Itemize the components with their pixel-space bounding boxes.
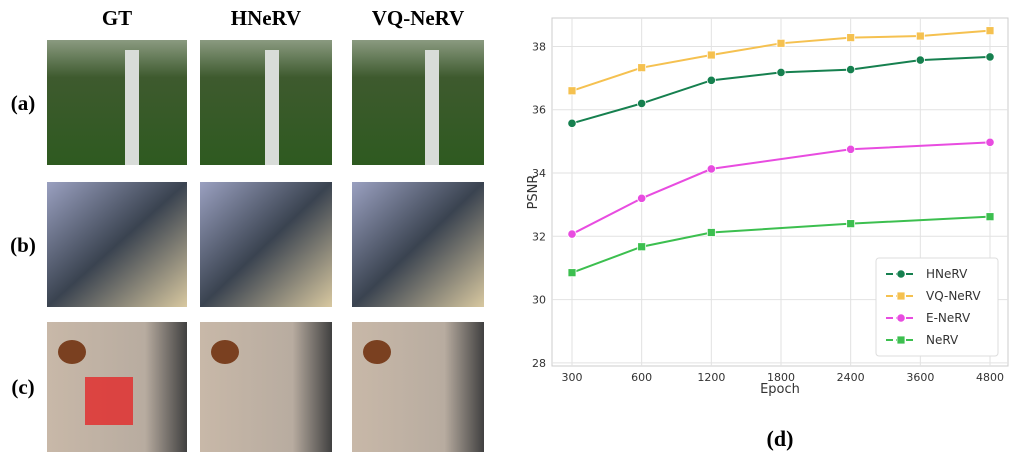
x-tick-label: 600 <box>631 371 652 384</box>
y-tick-label: 36 <box>532 104 546 117</box>
column-label: GT <box>102 6 132 30</box>
legend-label: VQ-NeRV <box>926 289 981 303</box>
legend-label: HNeRV <box>926 267 968 281</box>
marker <box>986 138 994 146</box>
x-tick-label: 300 <box>562 371 583 384</box>
legend-marker <box>897 336 905 344</box>
x-tick-label: 2400 <box>837 371 865 384</box>
x-tick-label: 1800 <box>767 371 795 384</box>
y-tick-label: 34 <box>532 167 546 180</box>
x-tick-label: 1200 <box>697 371 725 384</box>
marker <box>707 51 715 59</box>
marker <box>568 119 576 127</box>
marker <box>986 27 994 35</box>
marker <box>846 145 854 153</box>
marker <box>638 243 646 251</box>
legend-marker <box>897 314 905 322</box>
row-label: (c) <box>11 375 34 399</box>
marker <box>707 165 715 173</box>
legend-marker <box>897 270 905 278</box>
legend-marker <box>897 292 905 300</box>
marker <box>847 34 855 42</box>
y-tick-label: 32 <box>532 230 546 243</box>
panel-caption: (d) <box>767 426 794 451</box>
marker <box>568 87 576 95</box>
marker <box>846 65 854 73</box>
marker <box>986 53 994 61</box>
marker <box>707 228 715 236</box>
marker <box>777 68 785 76</box>
marker <box>568 230 576 238</box>
column-label: VQ-NeRV <box>372 6 465 30</box>
marker <box>707 76 715 84</box>
row-label: (b) <box>10 233 36 257</box>
marker <box>986 213 994 221</box>
figure: Epoch PSNR (d) GTHNeRVVQ-NeRV(a)(b)(c)28… <box>0 0 1016 457</box>
marker <box>637 194 645 202</box>
legend-label: E-NeRV <box>926 311 971 325</box>
x-tick-label: 3600 <box>906 371 934 384</box>
marker <box>568 269 576 277</box>
x-tick-label: 4800 <box>976 371 1004 384</box>
marker <box>916 56 924 64</box>
column-label: HNeRV <box>231 6 301 30</box>
marker <box>847 220 855 228</box>
marker <box>916 32 924 40</box>
marker <box>637 99 645 107</box>
marker <box>777 39 785 47</box>
y-tick-label: 38 <box>532 40 546 53</box>
x-axis-label: Epoch <box>760 382 800 397</box>
marker <box>638 64 646 72</box>
y-tick-label: 30 <box>532 294 546 307</box>
row-label: (a) <box>11 91 36 115</box>
image-grid <box>47 40 484 452</box>
y-tick-label: 28 <box>532 357 546 370</box>
legend-label: NeRV <box>926 333 959 347</box>
